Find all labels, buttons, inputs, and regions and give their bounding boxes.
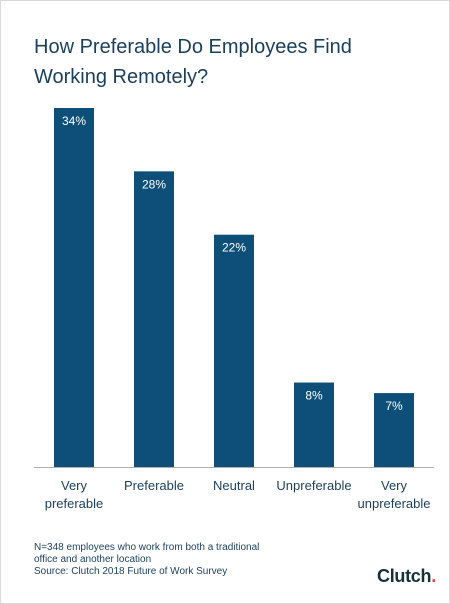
footnote-source: Source: Clutch 2018 Future of Work Surve…	[34, 566, 228, 577]
category-tick-label: Unpreferable	[276, 478, 351, 493]
chart-title: How Preferable Do Employees Find Working…	[34, 36, 352, 88]
footnote-sample-line-2: office and another location	[34, 554, 152, 565]
category-tick-label: Neutral	[213, 478, 255, 493]
category-tick-label: Very	[61, 478, 88, 493]
category-tick-label: unpreferable	[358, 496, 431, 511]
clutch-logo-dot: .	[431, 566, 436, 586]
footnote: N=348 employees who work from both a tra…	[34, 542, 334, 578]
category-tick-label: Very	[381, 478, 408, 493]
footnote-sample-line-1: N=348 employees who work from both a tra…	[34, 542, 260, 553]
bar-chart: 34% Very preferable 28% Preferable 22% Neutral…	[34, 108, 434, 511]
category-tick-label: Preferable	[124, 478, 184, 493]
bar-very-preferable	[54, 108, 94, 467]
clutch-logo: Clutch.	[377, 566, 436, 587]
data-label: 28%	[142, 177, 166, 191]
data-label: 34%	[62, 114, 86, 128]
bar-very-unpreferable	[374, 393, 414, 467]
bar-neutral	[214, 234, 254, 467]
data-label: 7%	[385, 399, 403, 413]
bar-unpreferable	[294, 382, 334, 467]
clutch-logo-text: Clutch	[377, 566, 432, 586]
category-tick-label: preferable	[45, 496, 104, 511]
data-label: 8%	[305, 389, 323, 403]
data-label: 22%	[222, 241, 246, 255]
bar-preferable	[134, 171, 174, 467]
